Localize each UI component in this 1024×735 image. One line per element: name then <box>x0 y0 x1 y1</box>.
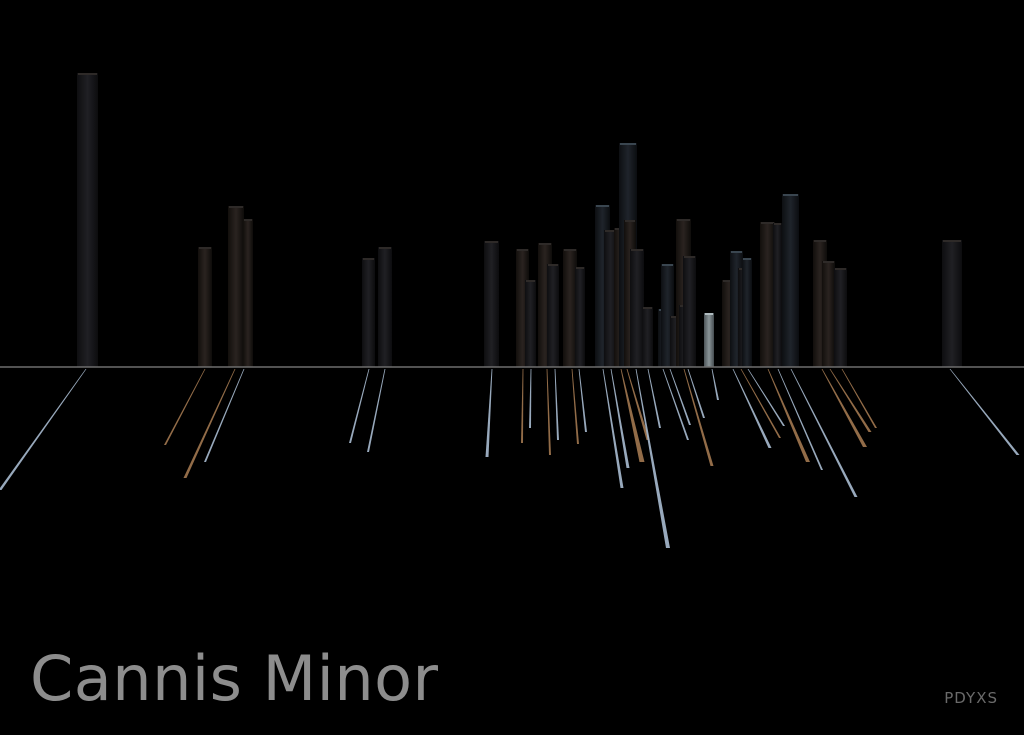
star-bar-cap <box>662 264 673 266</box>
reflection-streak <box>626 369 650 440</box>
reflection-streak <box>711 369 719 400</box>
reflection-streak <box>620 369 645 462</box>
reflection-streak <box>841 369 877 428</box>
star-bar <box>760 222 775 367</box>
reflection-streak <box>635 369 670 548</box>
star-bar-cap <box>199 247 211 249</box>
reflection-streak <box>349 369 370 443</box>
star-bar <box>630 249 644 367</box>
reflection-streak <box>546 369 551 455</box>
star-bar-cap <box>723 280 735 282</box>
reflection-streak <box>647 369 661 428</box>
star-bar <box>942 240 962 367</box>
reflection-streak <box>183 369 236 478</box>
reflection-streak <box>602 369 624 488</box>
star-bar-cap <box>526 280 535 282</box>
reflection-streak <box>747 369 785 426</box>
star-bar <box>773 223 782 367</box>
star-bar-cap <box>620 143 636 145</box>
reflection-streak <box>767 369 810 462</box>
star-bar <box>243 219 253 367</box>
star-bar-cap <box>379 247 391 249</box>
star-bar-cap <box>743 258 751 260</box>
reflection-streak <box>367 369 386 452</box>
star-bar-cap <box>539 243 551 245</box>
star-bar-cap <box>517 249 528 251</box>
star-bar-cap <box>548 264 558 266</box>
star-bar-cap <box>78 73 97 75</box>
star-bar <box>782 194 799 367</box>
star-bar-cap <box>814 240 826 242</box>
reflection-streak <box>571 369 579 444</box>
reflection-streak <box>0 369 87 490</box>
star-bar <box>525 280 536 367</box>
artwork-title: Cannis Minor <box>30 642 439 715</box>
reflection-streak <box>687 369 705 418</box>
star-bar <box>834 268 847 367</box>
star-bar <box>484 241 499 367</box>
star-bar <box>198 247 212 367</box>
star-bar <box>604 230 617 367</box>
star-bar-cap <box>625 220 635 222</box>
reflection-streak <box>554 369 559 440</box>
star-bar <box>704 313 714 367</box>
star-bar-cap <box>684 256 695 258</box>
reflection-streak <box>669 369 691 425</box>
star-bar-cap <box>705 313 713 315</box>
star-bar-cap <box>783 194 798 196</box>
star-bar-cap <box>761 222 774 224</box>
star-bar-cap <box>363 258 374 260</box>
star-bar <box>362 258 375 367</box>
star-bar-cap <box>564 249 576 251</box>
star-bar <box>77 73 98 367</box>
star-bar-cap <box>671 316 680 318</box>
reflection-streak <box>683 369 714 466</box>
reflection-streaks-group <box>0 369 1020 548</box>
star-bar-cap <box>485 241 498 243</box>
bars-group <box>77 73 962 367</box>
reflection-streak <box>829 369 872 432</box>
star-bar-cap <box>823 261 834 263</box>
star-bar-cap <box>244 219 252 221</box>
reflection-streak <box>821 369 867 447</box>
star-bar-cap <box>943 240 961 242</box>
star-bar <box>378 247 392 367</box>
star-bar-cap <box>774 223 781 225</box>
star-bar <box>575 267 585 367</box>
star-bar <box>670 316 681 367</box>
reflection-streak <box>164 369 206 445</box>
star-bar-cap <box>576 267 584 269</box>
star-bar <box>228 206 244 367</box>
reflection-streak <box>485 369 493 457</box>
star-bar-cap <box>229 206 243 208</box>
star-bar-cap <box>835 268 846 270</box>
star-bar-cap <box>605 230 616 232</box>
reflection-streak <box>732 369 772 448</box>
star-bar-cap <box>731 251 742 253</box>
star-bar <box>683 256 696 367</box>
star-bar <box>642 307 653 367</box>
reflection-streak <box>790 369 858 497</box>
star-bar <box>547 264 559 367</box>
star-bar-cap <box>596 205 609 207</box>
reflection-streak <box>204 369 245 462</box>
star-bar <box>563 249 577 367</box>
reflection-streak <box>777 369 823 470</box>
reflection-streak <box>610 369 630 468</box>
star-bar-cap <box>631 249 643 251</box>
reflection-streak <box>949 369 1020 455</box>
artist-signature: PDYXS <box>944 689 998 707</box>
reflection-streak <box>578 369 587 432</box>
reflection-streak <box>521 369 524 443</box>
star-bar-cap <box>677 219 690 221</box>
reflection-streak <box>662 369 689 440</box>
star-bar <box>822 261 835 367</box>
star-bar <box>742 258 752 367</box>
star-bar-cap <box>643 307 652 309</box>
reflection-streak <box>529 369 532 428</box>
reflection-streak <box>740 369 781 438</box>
